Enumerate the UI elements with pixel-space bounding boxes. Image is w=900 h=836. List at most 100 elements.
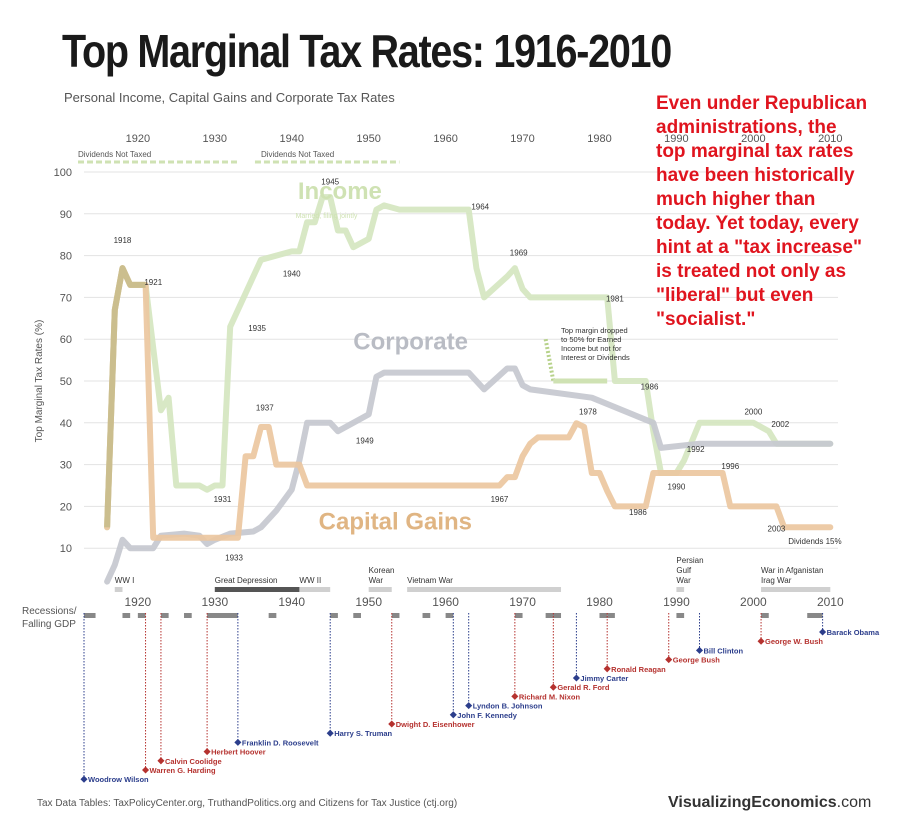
dividend-note-line: Interest or Dividends: [561, 353, 630, 362]
annotation-line: "socialist.": [656, 309, 756, 330]
point-annotation: 2002: [771, 420, 789, 429]
brand-suffix: .com: [836, 794, 872, 811]
president-name: George W. Bush: [765, 637, 823, 646]
x-tick-label-bottom: 1980: [586, 595, 613, 609]
point-annotation: 1921: [144, 278, 162, 287]
president-name: Woodrow Wilson: [88, 775, 149, 784]
president-marker: [80, 775, 88, 783]
point-annotation: Dividends 15%: [788, 537, 841, 546]
dividend-drop-marker: [543, 338, 556, 382]
commentary-annotation: Even under Republican administrations, th…: [656, 92, 896, 332]
president-marker: [142, 766, 150, 774]
war-label: WW I: [115, 576, 135, 585]
recession-bar: [160, 613, 169, 618]
x-tick-label-bottom: 1990: [663, 595, 690, 609]
recessions-label: Falling GDP: [22, 619, 76, 630]
president-marker: [603, 665, 611, 673]
x-tick-label-top: 1990: [664, 133, 688, 145]
annotation-line: hint at a "tax increase": [656, 237, 862, 258]
president-name: John F. Kennedy: [457, 711, 517, 720]
y-tick-label: 50: [60, 376, 72, 388]
page-subtitle: Personal Income, Capital Gains and Corpo…: [64, 90, 395, 105]
dividends-not-taxed-label: Dividends Not Taxed: [78, 150, 151, 159]
annotation-line: is treated not only as: [656, 261, 847, 282]
president-marker: [157, 757, 165, 765]
capital-gains-series-line: [104, 265, 834, 541]
x-tick-label-bottom: 1960: [432, 595, 459, 609]
point-annotation: 1986: [629, 508, 647, 517]
point-annotation: 1969: [510, 249, 528, 258]
recession-bar: [599, 613, 608, 618]
dividend-note-line: to 50% for Earned: [561, 335, 621, 344]
point-annotation: 1967: [491, 495, 509, 504]
recession-bar: [268, 613, 277, 618]
recession-bar: [137, 613, 146, 618]
point-annotation: 1986: [641, 382, 659, 391]
dividend-note-line: Income but not for: [561, 344, 622, 353]
dividend-note-line: Top margin dropped: [561, 326, 628, 335]
war-label: War in Afganistan: [761, 566, 823, 575]
president-marker: [203, 748, 211, 756]
recession-bar: [391, 613, 400, 618]
x-tick-label-bottom: 1930: [201, 595, 228, 609]
point-annotation: 1996: [721, 462, 739, 471]
y-tick-label: 80: [60, 251, 72, 263]
war-bar: [761, 587, 831, 592]
x-tick-label-top: 2000: [741, 133, 765, 145]
y-tick-label: 30: [60, 460, 72, 472]
point-annotation: 1940: [283, 270, 301, 279]
war-label: Korean: [369, 566, 395, 575]
recession-bar: [84, 613, 96, 618]
president-marker: [757, 637, 765, 645]
president-marker: [819, 628, 827, 636]
president-marker: [549, 683, 557, 691]
war-label: Vietnam War: [407, 576, 453, 585]
president-name: Lyndon B. Johnson: [473, 702, 543, 711]
president-marker: [326, 729, 334, 737]
x-tick-label-top: 1930: [203, 133, 227, 145]
y-tick-label: 40: [60, 418, 72, 430]
president-name: Warren G. Harding: [150, 766, 216, 775]
president-marker: [234, 738, 242, 746]
data-source-note: Tax Data Tables: TaxPolicyCenter.org, Tr…: [37, 798, 458, 809]
point-annotation: 1964: [471, 203, 489, 212]
x-tick-label-bottom: 1950: [355, 595, 382, 609]
recession-bar: [545, 613, 562, 618]
recession-bar: [445, 613, 454, 618]
point-annotation: 1978: [579, 407, 597, 416]
president-name: Herbert Hoover: [211, 748, 266, 757]
recessions-label: Recessions/: [22, 606, 77, 617]
recession-bar: [422, 613, 431, 618]
point-annotation: 1935: [248, 324, 266, 333]
brand-logo[interactable]: VisualizingEconomics.com: [668, 794, 871, 812]
recession-bar: [514, 613, 523, 618]
depression-bar: [214, 587, 300, 592]
corporate-series-label: Corporate: [353, 329, 468, 356]
annotation-line: much higher than: [656, 189, 816, 210]
president-marker: [388, 720, 396, 728]
annotation-line: "liberal" but even: [656, 285, 814, 306]
point-annotation: 1981: [606, 295, 624, 304]
president-name: Barack Obama: [827, 628, 880, 637]
x-tick-label-bottom: 2010: [817, 595, 844, 609]
recession-bar: [122, 613, 131, 618]
president-name: Dwight D. Eisenhower: [396, 720, 475, 729]
point-annotation: 1992: [687, 445, 705, 454]
war-label: War: [676, 576, 691, 585]
y-tick-label: 70: [60, 292, 72, 304]
war-label: Gulf: [676, 566, 691, 575]
point-annotation: 2000: [744, 407, 762, 416]
recession-bar: [207, 613, 238, 618]
war-bar: [676, 587, 685, 592]
x-tick-label-top: 1920: [126, 133, 150, 145]
income-series-note: Married, filing jointly: [296, 213, 358, 220]
recession-bar: [761, 613, 769, 618]
corporate-series-line: [104, 365, 834, 585]
annotation-line: today. Yet today, every: [656, 213, 859, 234]
dividends-not-taxed-label: Dividends Not Taxed: [261, 150, 334, 159]
president-name: Harry S. Truman: [334, 729, 392, 738]
president-name: Ronald Reagan: [611, 665, 666, 674]
president-name: Jimmy Carter: [580, 674, 628, 683]
war-bar: [299, 587, 331, 592]
